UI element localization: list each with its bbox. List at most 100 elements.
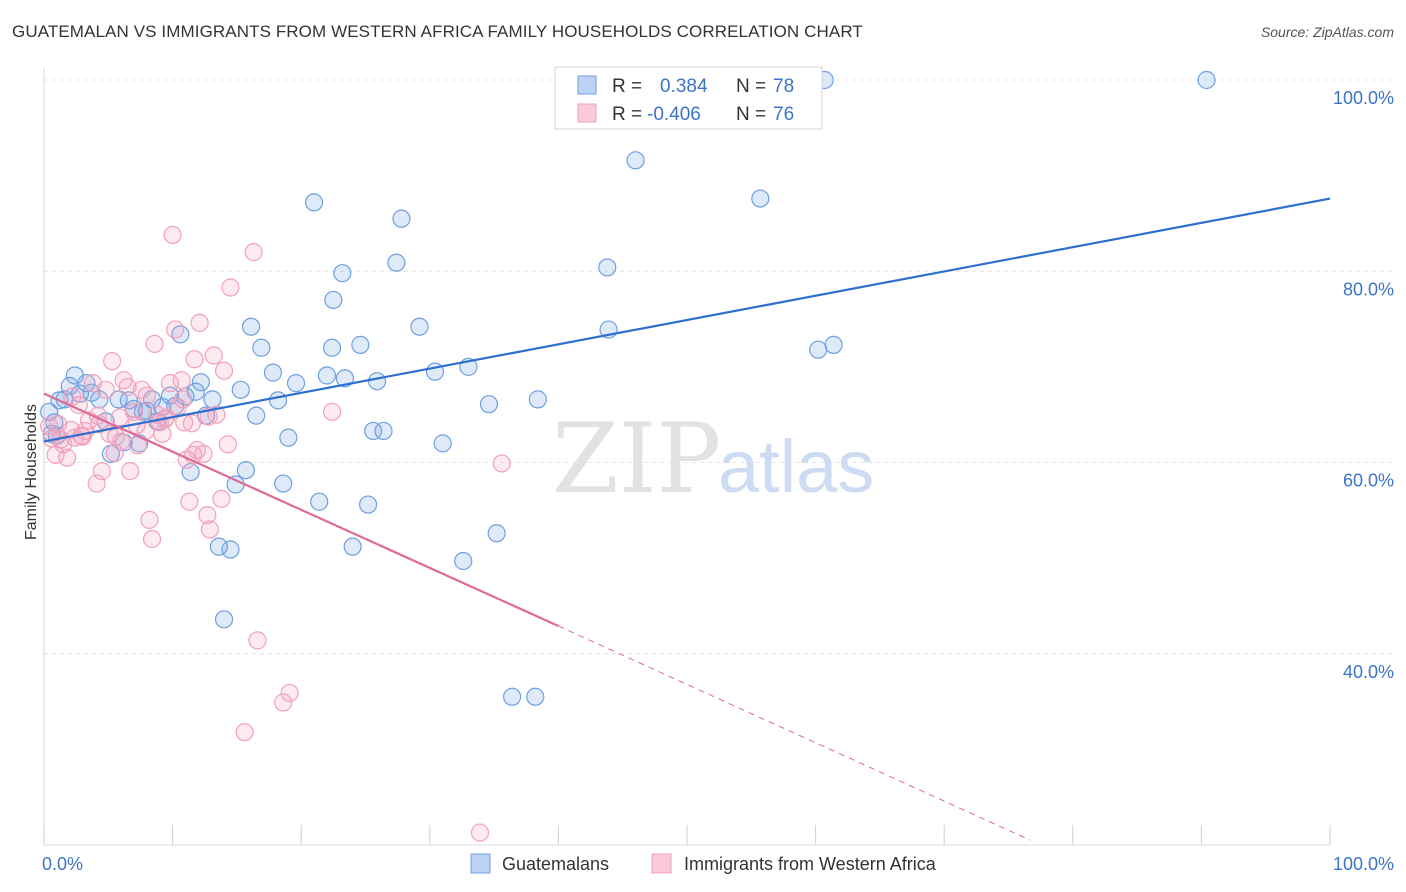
western-africa-point: [58, 448, 77, 467]
western-africa-point: [221, 278, 240, 297]
guatemalan-point: [824, 335, 843, 354]
guatemalan-point: [209, 537, 228, 556]
guatemalan-point: [598, 258, 617, 277]
y-axis-label: Family Households: [23, 404, 40, 540]
guatemalan-point: [241, 317, 261, 336]
guatemalan-point: [454, 551, 473, 571]
guatemalan-point: [367, 372, 387, 391]
western-africa-point: [140, 510, 159, 529]
guatemalan-point: [310, 492, 329, 511]
western-africa-point: [105, 443, 124, 463]
guatemalan-point: [809, 340, 828, 359]
stats-n-label-2: N =: [736, 104, 766, 125]
western-africa-point: [54, 435, 73, 454]
western-africa-point: [199, 407, 218, 426]
stats-r-label-1: R =: [612, 76, 642, 97]
y-tick-label-80: 80.0%: [1343, 279, 1394, 299]
western-africa-point: [145, 334, 164, 354]
guatemalan-point: [503, 687, 522, 706]
y-tick-label-40: 40.0%: [1343, 662, 1394, 682]
guatemalan-point: [351, 335, 370, 354]
western-africa-point: [121, 462, 140, 481]
western-africa-point: [96, 380, 115, 399]
stats-legend-box: [554, 66, 823, 130]
x-tick-label-start: 0.0%: [42, 854, 83, 874]
guatemalan-point: [214, 610, 234, 629]
watermark: ZIP atlas: [552, 403, 874, 515]
western-africa-point: [118, 377, 137, 397]
y-tick-label-60: 60.0%: [1343, 471, 1394, 491]
western-africa-point: [492, 454, 511, 473]
western-africa-point: [173, 390, 192, 409]
western-africa-point: [280, 683, 299, 703]
western-africa-point: [92, 462, 111, 481]
stats-r-label-2: R =: [612, 104, 642, 125]
x-tick-label-end: 100.0%: [1333, 854, 1394, 874]
tick-labels: 40.0% 60.0% 80.0% 100.0% 0.0% 100.0%: [42, 88, 1394, 874]
axes: [43, 68, 1331, 846]
western-africa-point: [180, 492, 199, 511]
stats-n-value-2: 76: [773, 104, 794, 125]
guatemalan-point: [268, 391, 288, 410]
guatemalan-point: [119, 391, 138, 410]
western-africa-point: [190, 313, 209, 332]
guatemalan-point: [626, 151, 645, 170]
source-label: Source: ZipAtlas.com: [1260, 24, 1394, 40]
guatemalan-point: [317, 366, 337, 385]
guatemalan-point: [528, 390, 547, 409]
legend-swatch-guatemalans: [470, 853, 491, 874]
scatter-points: [40, 70, 1216, 842]
guatemalan-point: [77, 374, 96, 393]
trend-lines: [43, 197, 1331, 841]
western-africa-point: [244, 243, 263, 262]
y-tick-label-100: 100.0%: [1333, 88, 1394, 108]
guatemalan-point: [392, 209, 411, 228]
western-africa-point: [200, 520, 219, 539]
western-africa-point: [63, 387, 82, 406]
guatemalan-point: [274, 474, 293, 493]
western-africa-point: [160, 374, 180, 393]
guatemalan-point: [231, 380, 250, 399]
guatemalan-point: [526, 687, 545, 706]
guatemalan-point: [324, 290, 343, 310]
legend-label-guatemalans: Guatemalans: [502, 854, 609, 874]
series-legend: Guatemalans Immigrants from Western Afri…: [470, 853, 937, 874]
stats-r-value-1: 0.384: [660, 76, 708, 97]
guatemalan-point: [286, 374, 306, 393]
legend-swatch-western-africa: [651, 853, 672, 874]
western-africa-point: [73, 427, 92, 446]
western-africa-point: [112, 432, 131, 451]
watermark-atlas: atlas: [718, 425, 874, 508]
guatemalan-point: [387, 253, 406, 272]
western-africa-point: [142, 529, 162, 549]
stats-n-label-1: N =: [736, 76, 766, 97]
chart-title: GUATEMALAN VS IMMIGRANTS FROM WESTERN AF…: [12, 22, 863, 41]
western-africa-point: [274, 693, 293, 712]
guatemalan-point: [236, 461, 256, 480]
western-africa-point: [137, 386, 156, 405]
western-africa-point: [163, 225, 182, 245]
guatemalan-point: [333, 264, 352, 283]
guatemalan-point: [191, 373, 210, 392]
western-africa-point: [124, 402, 144, 421]
stats-r-value-2: -0.406: [647, 104, 701, 125]
guatemalan-point: [343, 537, 362, 556]
guatemalan-point: [90, 390, 109, 409]
stats-swatch-guatemalans: [577, 75, 597, 95]
western-africa-point: [172, 371, 191, 390]
legend-label-western-africa: Immigrants from Western Africa: [684, 854, 937, 874]
stats-legend: R = 0.384 N = 78 R = -0.406 N = 76: [554, 66, 823, 130]
guatemalan-point: [221, 540, 240, 559]
western-africa-point: [182, 414, 201, 433]
stats-n-value-1: 78: [773, 76, 794, 97]
western-africa-point: [198, 505, 217, 525]
guatemalan-point: [479, 395, 499, 414]
western-africa-point: [235, 723, 254, 742]
western-africa-point: [204, 346, 223, 365]
western-africa-point: [322, 402, 342, 421]
guatemalan-point: [304, 193, 324, 212]
guatemalan-point: [40, 402, 59, 421]
stats-swatch-western-africa: [577, 103, 597, 123]
guatemalan-point: [279, 428, 298, 447]
guatemalan-point: [335, 369, 355, 388]
